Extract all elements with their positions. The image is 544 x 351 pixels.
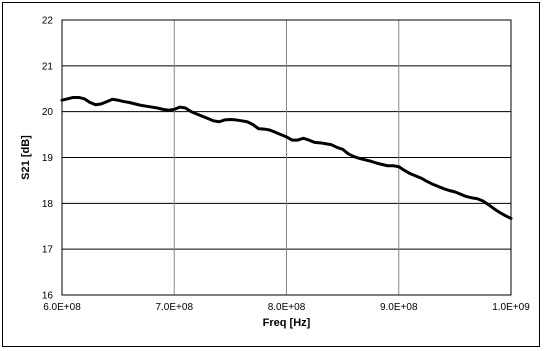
y-tick-label: 22 xyxy=(42,16,54,27)
y-axis-label: S21 [dB] xyxy=(20,135,32,180)
grid-lines xyxy=(61,19,512,296)
y-tick-label: 16 xyxy=(42,291,54,302)
x-tick-label: 8.0E+08 xyxy=(268,302,306,313)
y-tick-label: 19 xyxy=(42,153,54,164)
x-tick-label: 7.0E+08 xyxy=(155,302,193,313)
chart-frame: 16 17 18 19 20 21 22 6.0E+08 7.0E+08 8.0E+08 9.0E+… xyxy=(2,2,540,347)
y-tick-label: 20 xyxy=(42,107,54,118)
y-tick-label: 17 xyxy=(42,245,54,256)
series-line-s21 xyxy=(60,95,513,220)
y-tick-label: 18 xyxy=(42,199,54,210)
x-axis-label: Freq [Hz] xyxy=(263,317,311,329)
x-tick-label: 9.0E+08 xyxy=(380,302,418,313)
tick-labels: 16 17 18 19 20 21 22 6.0E+08 7.0E+08 8.0E+08 9.0E+… xyxy=(42,16,530,314)
x-tick-label: 6.0E+08 xyxy=(43,302,81,313)
plot-area xyxy=(61,19,512,296)
chart-svg: 16 17 18 19 20 21 22 6.0E+08 7.0E+08 8.0E+08 9.0E+… xyxy=(20,16,530,330)
x-tick-label: 1.0E+09 xyxy=(492,302,530,313)
y-tick-label: 21 xyxy=(42,61,54,72)
